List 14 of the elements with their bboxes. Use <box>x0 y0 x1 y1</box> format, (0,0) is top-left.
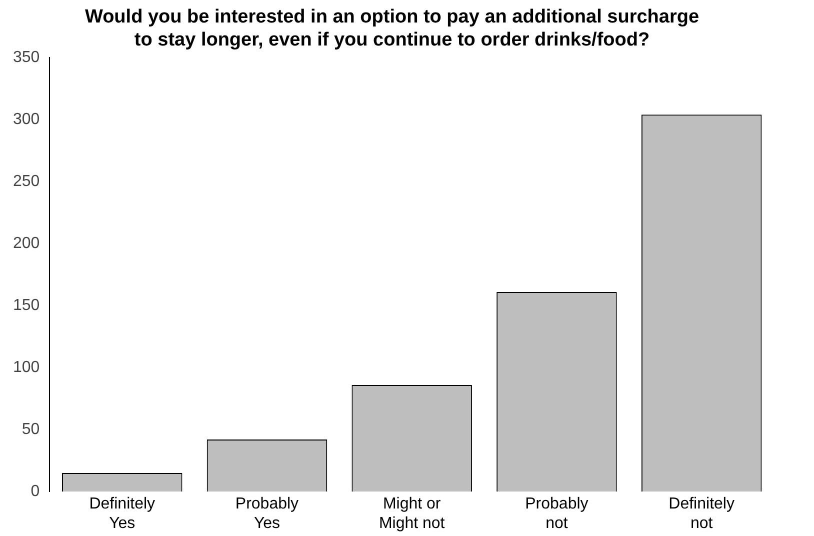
y-tick-label: 0 <box>30 483 40 500</box>
y-tick-label: 250 <box>12 173 40 190</box>
y-tick-label: 150 <box>12 297 40 314</box>
y-tick-label: 50 <box>22 421 40 438</box>
chart-title: Would you be interested in an option to pay an additional surcharge to stay longer, even if you continue to order drinks/food? <box>84 6 700 50</box>
x-tick-label: Definitely Yes <box>89 496 156 532</box>
y-tick-label: 100 <box>12 359 40 376</box>
x-tick-label: Definitely not <box>668 496 734 532</box>
y-tick-label: 350 <box>12 49 40 66</box>
x-tick-label: Might or Might not <box>378 496 446 532</box>
x-tick-label: Probably Yes <box>235 496 299 532</box>
y-tick-label: 200 <box>12 235 40 252</box>
y-tick-label: 300 <box>12 111 40 128</box>
x-tick-label: Probably not <box>525 496 588 532</box>
